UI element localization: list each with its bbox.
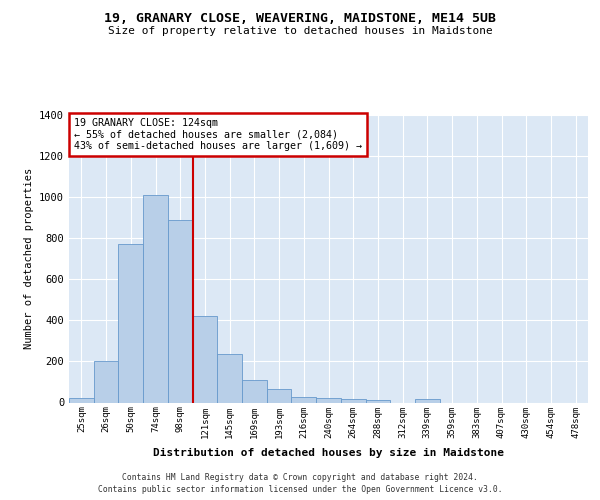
Bar	[415, 400, 440, 402]
Text: Distribution of detached houses by size in Maidstone: Distribution of detached houses by size …	[154, 448, 504, 458]
Bar	[316, 398, 341, 402]
Text: 19 GRANARY CLOSE: 124sqm
← 55% of detached houses are smaller (2,084)
43% of sem: 19 GRANARY CLOSE: 124sqm ← 55% of detach…	[74, 118, 362, 151]
Bar	[193, 316, 217, 402]
Bar	[292, 398, 316, 402]
Bar	[365, 400, 390, 402]
Bar	[341, 400, 365, 402]
Bar	[217, 354, 242, 403]
Bar	[69, 398, 94, 402]
Text: Contains HM Land Registry data © Crown copyright and database right 2024.
Contai: Contains HM Land Registry data © Crown c…	[98, 472, 502, 494]
Y-axis label: Number of detached properties: Number of detached properties	[23, 168, 34, 350]
Bar	[267, 388, 292, 402]
Text: 19, GRANARY CLOSE, WEAVERING, MAIDSTONE, ME14 5UB: 19, GRANARY CLOSE, WEAVERING, MAIDSTONE,…	[104, 12, 496, 26]
Bar	[242, 380, 267, 402]
Text: Size of property relative to detached houses in Maidstone: Size of property relative to detached ho…	[107, 26, 493, 36]
Bar	[118, 244, 143, 402]
Bar	[143, 195, 168, 402]
Bar	[94, 362, 118, 403]
Bar	[168, 220, 193, 402]
